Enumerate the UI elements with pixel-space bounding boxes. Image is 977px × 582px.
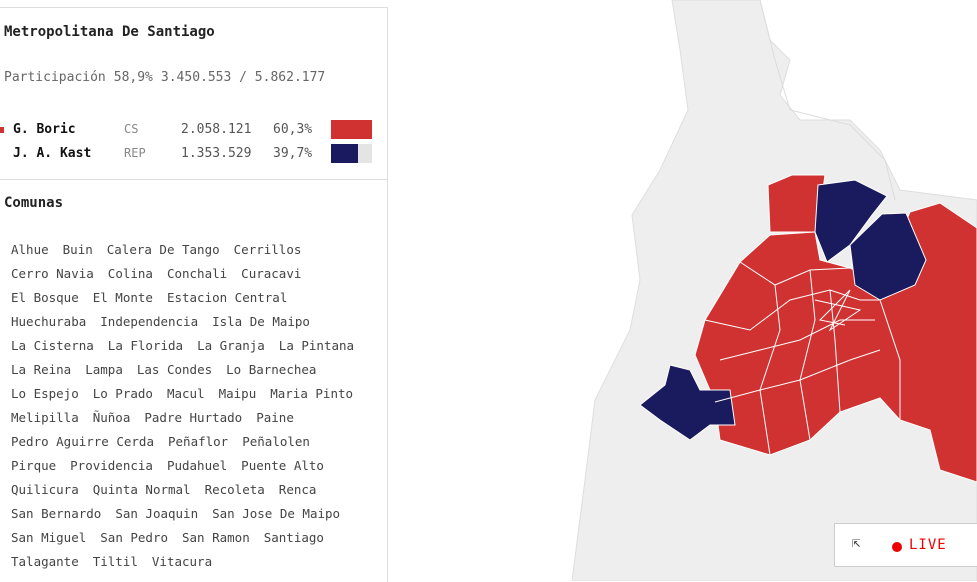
comuna-link[interactable]: Alhue <box>11 242 49 257</box>
candidate-party: CS <box>124 122 139 136</box>
region-navy <box>849 212 927 301</box>
region-navy <box>814 179 888 263</box>
comuna-link[interactable]: Las Condes <box>136 362 213 377</box>
leader-marker <box>0 127 4 133</box>
comuna-link[interactable]: Calera De Tango <box>106 242 220 257</box>
border <box>759 0 896 201</box>
comuna-link[interactable]: San Miguel <box>11 530 87 545</box>
comuna-link[interactable]: Providencia <box>70 458 153 473</box>
comuna-link[interactable]: Colina <box>107 266 153 281</box>
comuna-link[interactable]: Quinta Normal <box>92 482 191 497</box>
comuna-link[interactable]: Cerro Navia <box>11 266 94 281</box>
comuna-link[interactable]: Isla De Maipo <box>212 314 310 329</box>
region-navy <box>639 364 736 441</box>
comuna-link[interactable]: Conchali <box>166 266 228 281</box>
comuna-link[interactable]: Quilicura <box>11 482 79 497</box>
bar-track <box>331 120 372 139</box>
comuna-link[interactable]: Ñuñoa <box>92 410 131 425</box>
comuna-link[interactable]: La Granja <box>197 338 265 353</box>
comuna-link[interactable]: Estacion Central <box>166 290 288 305</box>
participation-votes: 3.450.553 / 5.862.177 <box>160 70 326 85</box>
candidate-votes: 2.058.121 <box>181 122 252 137</box>
comuna-link[interactable]: Maria Pinto <box>270 386 354 401</box>
candidate-party: REP <box>124 146 146 160</box>
comuna-link[interactable]: Tiltil <box>92 554 138 569</box>
comuna-link[interactable]: La Pintana <box>278 338 355 353</box>
comuna-link[interactable]: San Bernardo <box>11 506 102 521</box>
comuna-link[interactable]: Paine <box>256 410 294 425</box>
participation-percent: 58,9% <box>113 70 153 85</box>
comuna-link[interactable]: San Ramon <box>182 530 250 545</box>
comuna-link[interactable]: Cerrillos <box>233 242 302 257</box>
comuna-link[interactable]: Puente Alto <box>241 458 324 473</box>
live-dot <box>892 542 902 552</box>
bar-track <box>331 144 372 163</box>
comuna-link[interactable]: La Florida <box>107 338 184 353</box>
comuna-link[interactable]: Maipu <box>218 386 257 401</box>
comuna-link[interactable]: Melipilla <box>11 410 79 425</box>
candidate-row: J. A. Kast REP 1.353.529 39,7% <box>0 143 387 163</box>
comuna-link[interactable]: Independencia <box>100 314 199 329</box>
live-label: LIVE <box>909 537 947 553</box>
comunas-list: Alhue Buin Calera De Tango Cerrillos Cerro N… <box>11 241 373 570</box>
comuna-link[interactable]: Pudahuel <box>166 458 228 473</box>
comuna-link[interactable]: Recoleta <box>204 482 265 497</box>
comuna-link[interactable]: La Cisterna <box>11 338 94 353</box>
expand-icon[interactable]: ⇱ <box>852 535 861 551</box>
comuna-link[interactable]: La Reina <box>11 362 72 377</box>
comuna-link[interactable]: Vitacura <box>151 554 213 569</box>
comuna-link[interactable]: Macul <box>166 386 205 401</box>
candidate-row: G. Boric CS 2.058.121 60,3% <box>0 119 387 139</box>
comuna-link[interactable]: Pirque <box>11 458 57 473</box>
comuna-link[interactable]: Lo Barnechea <box>226 362 317 377</box>
comuna-link[interactable]: Buin <box>62 242 93 257</box>
candidate-share: 60,3% <box>273 122 313 137</box>
comuna-link[interactable]: San Joaquin <box>115 506 199 521</box>
comuna-link[interactable]: El Monte <box>92 290 153 305</box>
comuna-link[interactable]: Curacavi <box>241 266 302 281</box>
candidate-votes: 1.353.529 <box>181 146 252 161</box>
comunas-title: Comunas <box>4 195 64 211</box>
divider <box>0 179 387 180</box>
comuna-link[interactable]: Lampa <box>85 362 123 377</box>
results-panel: Metropolitana De Santiago Participación 5… <box>0 7 388 582</box>
comuna-link[interactable]: San Jose De Maipo <box>212 506 341 521</box>
comuna-link[interactable]: Talagante <box>11 554 79 569</box>
comuna-link[interactable]: Lo Prado <box>92 386 153 401</box>
comuna-link[interactable]: Padre Hurtado <box>144 410 243 425</box>
comuna-link[interactable]: San Pedro <box>100 530 168 545</box>
candidate-name: J. A. Kast <box>13 146 92 161</box>
comuna-link[interactable]: Santiago <box>263 530 324 545</box>
comuna-borders <box>704 261 901 456</box>
comuna-link[interactable]: Pedro Aguirre Cerda <box>11 434 154 449</box>
comuna-link[interactable]: Peñalolen <box>242 434 310 449</box>
participation-label: Participación <box>4 70 106 85</box>
candidate-name: G. Boric <box>13 122 76 137</box>
comuna-link[interactable]: Lo Espejo <box>11 386 79 401</box>
share-bar <box>331 120 372 139</box>
share-bar <box>331 144 358 163</box>
live-box[interactable]: ⇱ LIVE <box>834 523 977 567</box>
comuna-link[interactable]: El Bosque <box>11 290 79 305</box>
participation: Participación 58,9% 3.450.553 / 5.862.177 <box>4 70 333 85</box>
comuna-link[interactable]: Peñaflor <box>168 434 229 449</box>
region-title: Metropolitana De Santiago <box>4 24 215 40</box>
comuna-link[interactable]: Huechuraba <box>11 314 87 329</box>
comuna-link[interactable]: Renca <box>278 482 317 497</box>
candidate-share: 39,7% <box>273 146 313 161</box>
